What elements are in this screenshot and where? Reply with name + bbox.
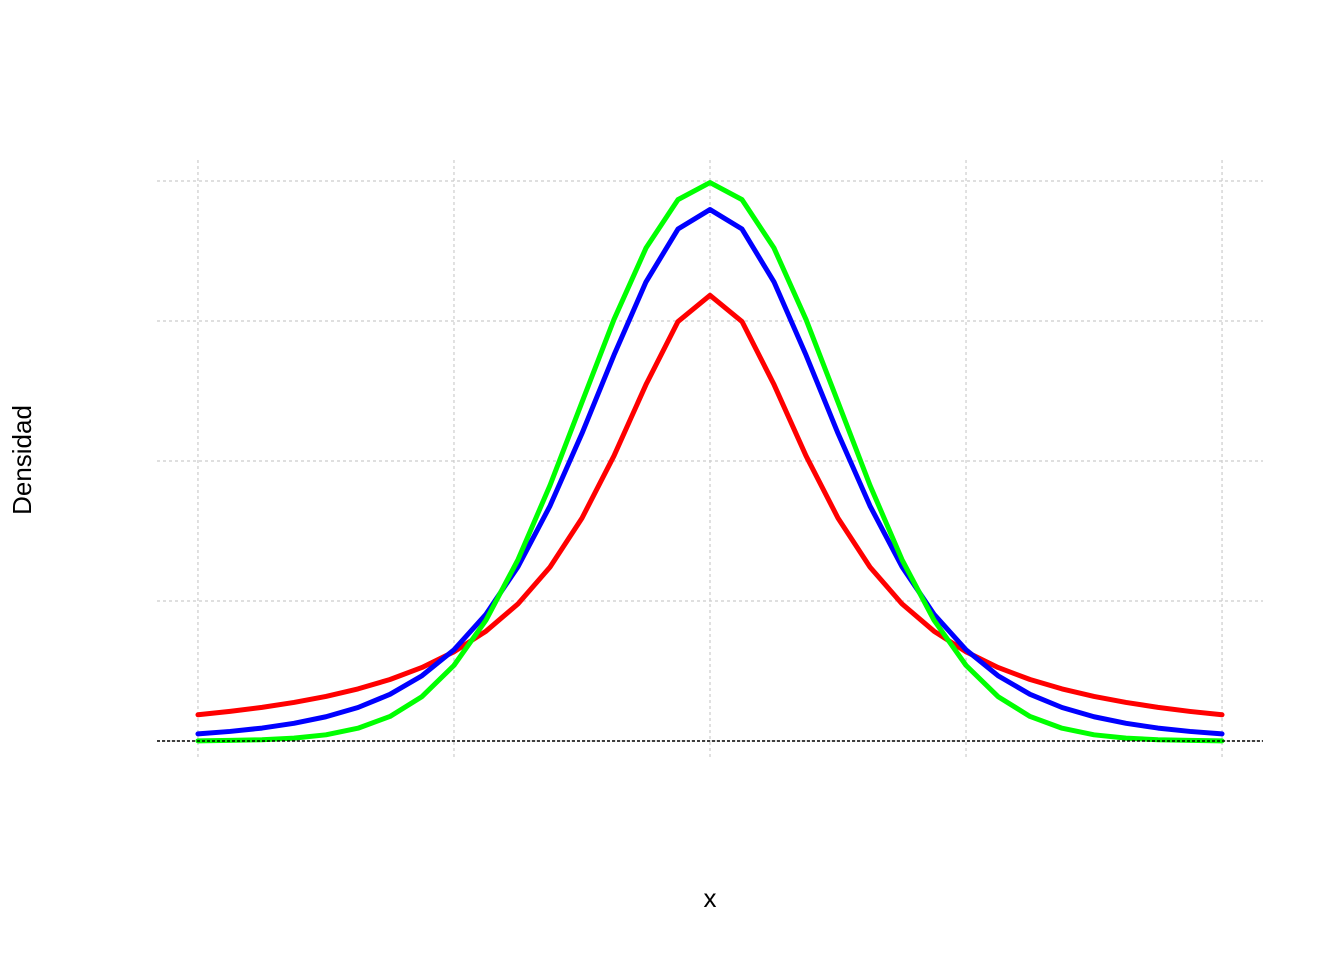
- x-axis-title: x: [704, 883, 717, 913]
- series-line: [195, 207, 1225, 737]
- series-line: [195, 292, 1225, 718]
- y-axis-title: Densidad: [7, 405, 37, 515]
- series-line: [195, 180, 1225, 744]
